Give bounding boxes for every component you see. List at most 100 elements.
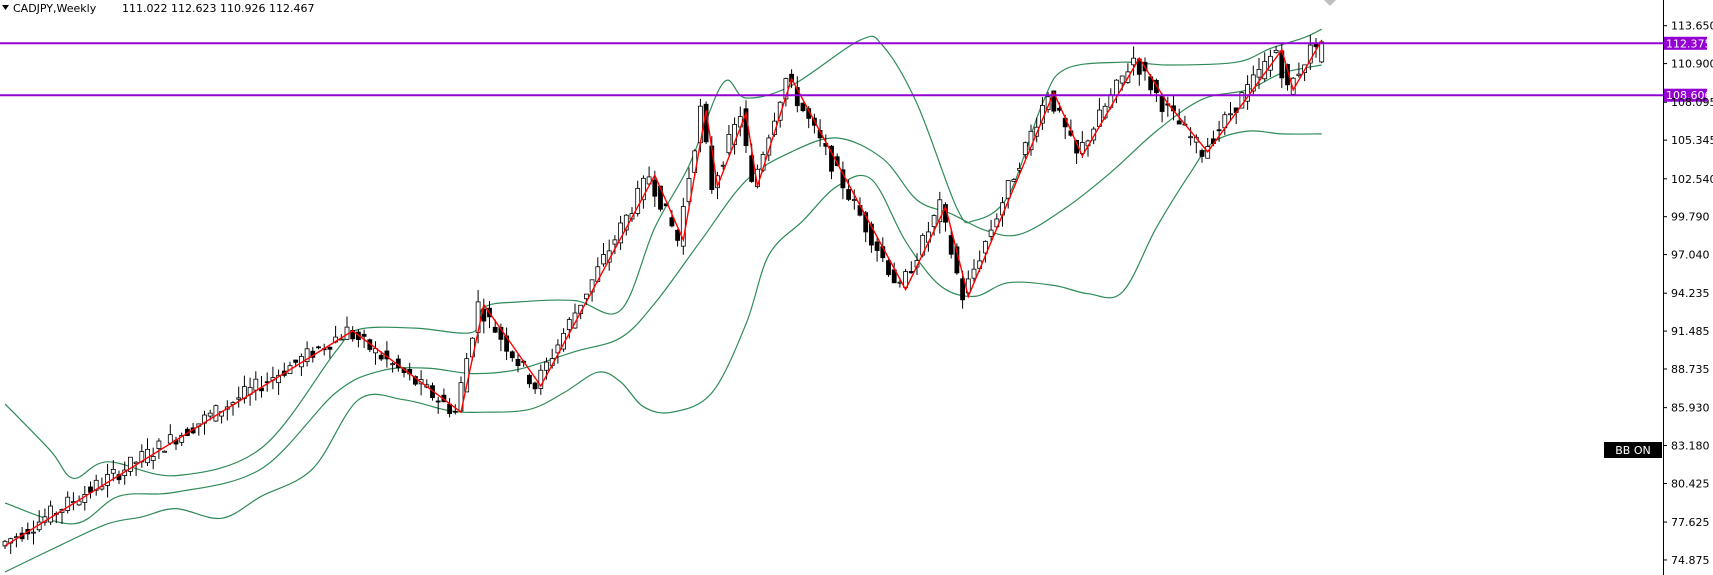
bollinger-middle-band bbox=[4, 64, 1322, 525]
candle bbox=[1131, 46, 1136, 76]
bull-candle-body bbox=[601, 254, 606, 265]
bear-candle-body bbox=[829, 145, 834, 172]
bull-candle-body bbox=[766, 137, 772, 156]
price-tick-label: 105.345 bbox=[1671, 134, 1713, 147]
candle bbox=[527, 373, 532, 388]
bull-candle-body bbox=[2, 540, 8, 547]
bear-candle-body bbox=[658, 185, 663, 210]
bb-on-badge bbox=[1604, 442, 1662, 458]
candle bbox=[886, 259, 891, 277]
bear-candle-body bbox=[293, 359, 299, 363]
bull-candle-body bbox=[646, 176, 652, 185]
bull-candle-body bbox=[1239, 92, 1245, 109]
level-price-tag-2 bbox=[1664, 88, 1707, 102]
candle bbox=[110, 460, 116, 482]
bull-candle-body bbox=[162, 450, 168, 453]
price-tick-label: 88.735 bbox=[1671, 363, 1710, 376]
candle bbox=[127, 456, 133, 476]
bull-candle-body bbox=[686, 178, 692, 203]
price-tick-label: 108.095 bbox=[1671, 96, 1713, 109]
candle bbox=[983, 240, 988, 263]
bull-candle-body bbox=[48, 505, 53, 523]
collapse-triangle-icon[interactable] bbox=[2, 5, 9, 10]
bull-candle-body bbox=[1011, 179, 1017, 182]
bull-candle-body bbox=[1079, 142, 1085, 154]
bear-candle-body bbox=[452, 410, 458, 413]
price-tick-label: 110.900 bbox=[1671, 58, 1713, 71]
candle bbox=[874, 236, 880, 262]
candle bbox=[31, 520, 36, 545]
candle bbox=[327, 346, 333, 359]
candle bbox=[623, 214, 629, 236]
bear-candle-body bbox=[492, 326, 498, 333]
price-axis[interactable]: 113.650 110.900 108.095 105.345 102.540 99.79… bbox=[1663, 20, 1713, 567]
candle bbox=[971, 259, 977, 284]
bear-candle-body bbox=[435, 400, 441, 403]
candle bbox=[304, 341, 310, 367]
bull-candle-body bbox=[1256, 68, 1262, 78]
bull-candle-body bbox=[150, 456, 156, 461]
bear-candle-body bbox=[960, 278, 965, 301]
price-tick-label: 99.790 bbox=[1671, 211, 1710, 224]
bear-candle-body bbox=[652, 179, 658, 197]
chart-shift-marker-icon[interactable] bbox=[1324, 0, 1336, 6]
bull-candle-body bbox=[253, 378, 259, 391]
bull-candle-body bbox=[1131, 57, 1136, 66]
bear-candle-body bbox=[515, 358, 521, 367]
bull-candle-body bbox=[555, 344, 561, 354]
horizontal-levels[interactable]: 112.375 108.606 bbox=[0, 36, 1712, 102]
bull-candle-body bbox=[1119, 75, 1125, 84]
bull-candle-body bbox=[635, 187, 641, 214]
bull-candle-body bbox=[538, 369, 544, 389]
bear-candle-body bbox=[834, 156, 840, 167]
candle bbox=[1005, 180, 1011, 209]
candle bbox=[1159, 93, 1165, 123]
candle bbox=[851, 189, 857, 210]
candle bbox=[2, 539, 8, 549]
bear-candle-body bbox=[886, 260, 891, 276]
bull-candle-body bbox=[1114, 79, 1119, 96]
bear-candle-body bbox=[1176, 120, 1182, 125]
candle bbox=[960, 270, 965, 309]
candle bbox=[48, 500, 53, 525]
bull-candle-body bbox=[156, 440, 162, 449]
bollinger-upper-band bbox=[4, 28, 1322, 479]
bear-candle-body bbox=[316, 346, 321, 349]
candle bbox=[988, 219, 994, 242]
candle bbox=[452, 404, 458, 415]
bull-candle-body bbox=[1319, 41, 1325, 63]
bull-candle-body bbox=[236, 397, 242, 400]
bull-candle-body bbox=[1245, 84, 1250, 102]
candle bbox=[680, 197, 686, 255]
price-tick-label: 113.650 bbox=[1671, 20, 1713, 33]
bull-candle-body bbox=[544, 361, 549, 371]
candle bbox=[658, 185, 663, 212]
bull-candle-body bbox=[988, 229, 994, 237]
bear-candle-body bbox=[509, 351, 515, 359]
bull-candle-body bbox=[1022, 142, 1028, 155]
bull-candle-body bbox=[304, 348, 310, 363]
price-tick-label: 74.875 bbox=[1671, 554, 1710, 567]
candle bbox=[766, 134, 772, 162]
bull-candle-body bbox=[777, 101, 783, 121]
candle bbox=[618, 215, 623, 251]
price-tick-label: 97.040 bbox=[1671, 249, 1710, 262]
bull-candle-body bbox=[623, 214, 629, 231]
candle bbox=[1296, 62, 1302, 78]
bull-candle-body bbox=[931, 215, 937, 227]
bull-candle-body bbox=[207, 412, 213, 417]
bear-candle-body bbox=[794, 87, 800, 107]
bear-candle-body bbox=[948, 235, 954, 255]
bull-candle-body bbox=[167, 434, 173, 444]
candle bbox=[156, 438, 162, 459]
level-price-label-2: 108.606 bbox=[1666, 89, 1712, 102]
candle bbox=[435, 396, 441, 414]
bear-candle-body bbox=[498, 326, 504, 340]
bear-candle-body bbox=[1216, 129, 1222, 132]
bear-candle-body bbox=[863, 212, 869, 233]
bull-candle-body bbox=[1273, 49, 1279, 53]
bull-candle-body bbox=[983, 241, 988, 254]
bull-candle-body bbox=[726, 133, 732, 154]
bear-candle-body bbox=[1159, 96, 1165, 112]
